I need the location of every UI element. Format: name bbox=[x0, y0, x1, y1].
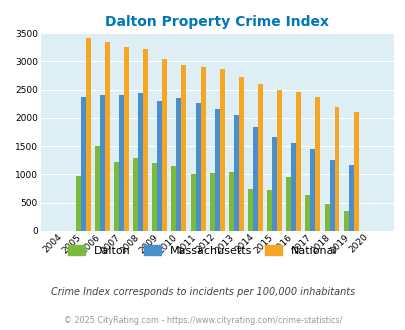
Bar bbox=[247, 189, 252, 231]
Bar bbox=[266, 190, 271, 231]
Bar bbox=[238, 77, 243, 231]
Bar bbox=[228, 172, 233, 231]
Bar bbox=[181, 65, 186, 231]
Bar bbox=[100, 95, 104, 231]
Bar bbox=[176, 98, 181, 231]
Bar bbox=[157, 101, 162, 231]
Bar bbox=[277, 90, 281, 231]
Bar bbox=[152, 163, 157, 231]
Bar bbox=[315, 97, 320, 231]
Bar bbox=[138, 93, 143, 231]
Bar bbox=[114, 162, 119, 231]
Bar bbox=[162, 59, 167, 231]
Bar bbox=[195, 103, 200, 231]
Bar bbox=[124, 47, 129, 231]
Bar bbox=[305, 195, 310, 231]
Bar bbox=[233, 115, 238, 231]
Bar bbox=[119, 95, 124, 231]
Bar bbox=[343, 211, 348, 231]
Bar bbox=[200, 67, 205, 231]
Bar bbox=[286, 177, 290, 231]
Bar bbox=[334, 107, 339, 231]
Bar bbox=[104, 42, 110, 231]
Bar bbox=[133, 158, 138, 231]
Text: © 2025 CityRating.com - https://www.cityrating.com/crime-statistics/: © 2025 CityRating.com - https://www.city… bbox=[64, 316, 341, 325]
Bar bbox=[81, 97, 85, 231]
Bar bbox=[296, 92, 301, 231]
Bar bbox=[252, 127, 257, 231]
Bar bbox=[324, 204, 329, 231]
Bar bbox=[209, 173, 214, 231]
Title: Dalton Property Crime Index: Dalton Property Crime Index bbox=[105, 15, 328, 29]
Text: Crime Index corresponds to incidents per 100,000 inhabitants: Crime Index corresponds to incidents per… bbox=[51, 287, 354, 297]
Bar bbox=[171, 166, 176, 231]
Bar bbox=[143, 50, 148, 231]
Bar bbox=[219, 69, 224, 231]
Bar bbox=[271, 137, 277, 231]
Bar bbox=[310, 149, 315, 231]
Bar bbox=[85, 38, 90, 231]
Bar bbox=[190, 174, 195, 231]
Bar bbox=[95, 146, 100, 231]
Legend: Dalton, Massachusetts, National: Dalton, Massachusetts, National bbox=[64, 241, 341, 260]
Bar bbox=[353, 112, 358, 231]
Bar bbox=[348, 165, 353, 231]
Bar bbox=[76, 176, 81, 231]
Bar bbox=[214, 109, 219, 231]
Bar bbox=[329, 160, 334, 231]
Bar bbox=[257, 84, 262, 231]
Bar bbox=[290, 143, 296, 231]
